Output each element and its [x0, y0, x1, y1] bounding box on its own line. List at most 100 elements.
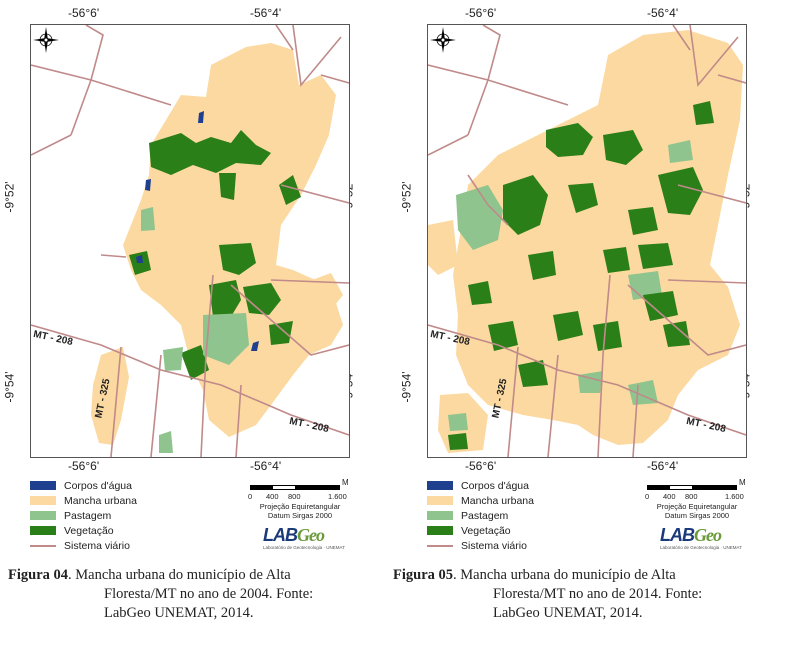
labgeo-logo: LABGeo Laboratório de Geotecnologia · UN… [263, 525, 345, 550]
water-body [251, 341, 259, 351]
legend-item: Pastagem [30, 508, 137, 523]
map-frame-2004: MT - 208 MT - 208 MT - 325 [30, 24, 350, 458]
scale-tick: 800 [685, 492, 698, 501]
scale-unit: M [739, 478, 746, 487]
vegetation-patch [528, 251, 556, 280]
urban-area-south [91, 347, 129, 445]
scale-bar: M 0 400 800 1.600 Projeção Equiretangula… [240, 478, 350, 522]
legend-label: Sistema viário [64, 539, 130, 552]
vegetation-patch [603, 247, 630, 273]
scale-tick: 1.600 [328, 492, 347, 501]
projection-label: Projeção Equiretangular [656, 502, 738, 511]
legend-item: Sistema viário [427, 538, 534, 553]
caption-line: LabGeo UNEMAT, 2014. [104, 605, 254, 621]
lon-label-left-bottom: -56°6' [68, 459, 100, 473]
vegetation-patch [279, 175, 301, 205]
legend-swatch-roads [30, 544, 56, 547]
urban-area-west [428, 220, 458, 275]
legend-item: Mancha urbana [30, 493, 137, 508]
legend-item: Corpos d'água [427, 478, 534, 493]
scale-tick: 400 [663, 492, 676, 501]
lat-label-bottom-left: -9°54' [399, 371, 414, 403]
legend-label: Pastagem [64, 509, 112, 522]
vegetation-patch [468, 281, 492, 305]
legend-swatch-pasture [30, 511, 56, 520]
lon-label-right-top: -56°4' [647, 6, 679, 20]
pasture-patch [159, 431, 173, 453]
caption-line: . Mancha urbana do município de Alta [68, 567, 291, 583]
legend-label: Vegetação [461, 524, 511, 537]
vegetation-patch [243, 283, 281, 315]
legend-swatch-pasture [427, 511, 453, 520]
vegetation-patch [181, 345, 209, 380]
road-network [31, 25, 349, 457]
vegetation-patch [643, 291, 678, 321]
scale-bar: M 0 400 800 1.600 Projeção Equiretangula… [637, 478, 747, 522]
pasture-patch [456, 185, 503, 250]
map-frame-2014: MT - 208 MT - 208 MT - 325 [427, 24, 747, 458]
urban-area [123, 43, 343, 437]
north-arrow-icon [430, 27, 456, 53]
scale-tick: 800 [288, 492, 301, 501]
legend-swatch-vegetation [30, 526, 56, 535]
pasture-patch [163, 347, 183, 371]
legend-label: Pastagem [461, 509, 509, 522]
vegetation-patch [219, 173, 236, 200]
legend-label: Vegetação [64, 524, 114, 537]
projection-label: Projeção Equiretangular [259, 502, 341, 511]
scale-tick: 400 [266, 492, 279, 501]
lat-label-bottom-left: -9°54' [2, 371, 17, 403]
legend-item: Corpos d'água [30, 478, 137, 493]
labgeo-logo: LABGeo Laboratório de Geotecnologia · UN… [660, 525, 742, 550]
caption-line: LabGeo UNEMAT, 2014. [493, 605, 643, 621]
vegetation-patch [663, 321, 690, 347]
lon-label-left-bottom: -56°6' [465, 459, 497, 473]
legend-label: Corpos d'água [64, 479, 132, 492]
legend-item: Sistema viário [30, 538, 137, 553]
datum-label: Datum Sirgas 2000 [267, 511, 333, 520]
figure-number: Figura 04 [8, 567, 69, 583]
legend-swatch-water [427, 481, 453, 490]
map-panel-2014: -56°6' -56°4' -56°6' -56°4' -9°52' -9°52… [400, 0, 765, 560]
legend-item: Vegetação [30, 523, 137, 538]
pasture-patch [668, 140, 693, 163]
vegetation-patch [209, 280, 241, 320]
vegetation-patch [269, 321, 293, 345]
lon-label-left-top: -56°6' [465, 6, 497, 20]
urban-map-2004 [31, 25, 349, 457]
caption-line: Floresta/MT no ano de 2004. Fonte: [104, 586, 314, 602]
scale-tick: 0 [645, 492, 650, 501]
legend-swatch-roads [427, 544, 453, 547]
map-legend: Corpos d'água Mancha urbana Pastagem Veg… [427, 478, 534, 553]
lat-label-top-left: -9°52' [399, 181, 414, 213]
vegetation-patch [693, 101, 714, 125]
scale-bar-graphic [250, 485, 340, 490]
legend-swatch-urban [427, 496, 453, 505]
lon-label-right-bottom: -56°4' [250, 459, 282, 473]
vegetation-patch [448, 433, 468, 450]
lon-label-left-top: -56°6' [68, 6, 100, 20]
figure-number: Figura 05 [393, 567, 454, 583]
datum-label: Datum Sirgas 2000 [664, 511, 730, 520]
caption-line: Floresta/MT no ano de 2014. Fonte: [493, 586, 703, 602]
vegetation-patch [593, 321, 622, 351]
legend-label: Corpos d'água [461, 479, 529, 492]
vegetation-patch [628, 207, 658, 235]
lon-label-right-top: -56°4' [250, 6, 282, 20]
water-body [198, 111, 204, 123]
road-network [428, 25, 746, 457]
vegetation-patch [603, 130, 643, 165]
vegetation-patch [658, 167, 703, 215]
scale-tick: 0 [248, 492, 253, 501]
legend-swatch-urban [30, 496, 56, 505]
scale-bar-graphic [647, 485, 737, 490]
pasture-patch [141, 207, 155, 231]
water-body [136, 255, 143, 263]
legend-item: Pastagem [427, 508, 534, 523]
map-legend: Corpos d'água Mancha urbana Pastagem Veg… [30, 478, 137, 553]
lat-label-top-left: -9°52' [2, 181, 17, 213]
water-body [145, 179, 151, 191]
figure-caption-05: Figura 05. Mancha urbana do município de… [393, 566, 788, 623]
vegetation-patch [503, 175, 548, 235]
urban-map-2014 [428, 25, 746, 457]
